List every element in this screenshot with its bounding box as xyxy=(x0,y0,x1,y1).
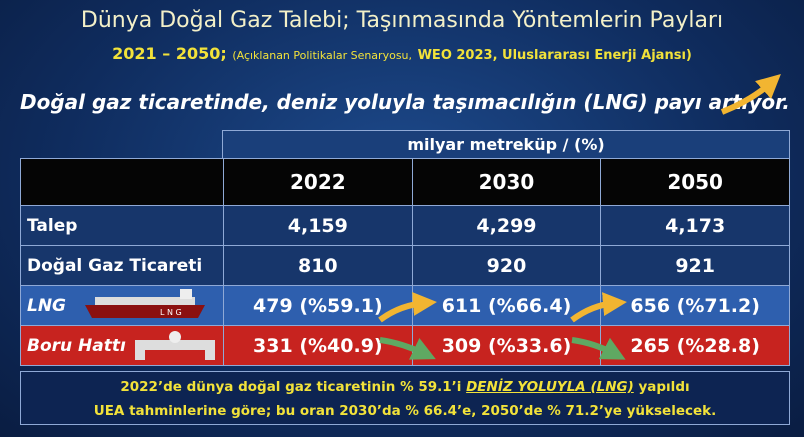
header-cell: 2022 xyxy=(224,159,413,206)
table-cell: 479 (%59.1) xyxy=(224,286,413,326)
row-label: LNG xyxy=(21,286,224,326)
header-cell xyxy=(21,159,224,206)
title: Dünya Doğal Gaz Talebi; Taşınmasında Yön… xyxy=(0,8,804,33)
years: 2021 – 2050; xyxy=(112,44,227,63)
table-cell: 4,299 xyxy=(412,206,601,246)
row-label: Boru Hattı xyxy=(21,326,224,366)
row-label: Talep xyxy=(21,206,224,246)
row-label: Doğal Gaz Ticareti xyxy=(21,246,224,286)
table-cell: 656 (%71.2) xyxy=(601,286,790,326)
infographic: Dünya Doğal Gaz Talebi; Taşınmasında Yön… xyxy=(0,0,804,437)
footer-line: 2022’de dünya doğal gaz ticaretinin % 59… xyxy=(21,375,789,399)
source-scenario: (Açıklanan Politikalar Senaryosu, xyxy=(232,49,412,62)
footer-text: yapıldı xyxy=(638,379,689,395)
table-cell: 921 xyxy=(601,246,790,286)
header-cell: 2050 xyxy=(601,159,790,206)
subtitle: 2021 – 2050; (Açıklanan Politikalar Sena… xyxy=(0,44,804,63)
footer-text: 2022’de dünya doğal gaz ticaretinin % 59… xyxy=(120,379,461,395)
table-cell: 4,159 xyxy=(224,206,413,246)
table-cell: 4,173 xyxy=(601,206,790,246)
table-cell: 309 (%33.6) xyxy=(412,326,601,366)
headline: Doğal gaz ticaretinde, deniz yoluyla taş… xyxy=(20,90,790,114)
table-cell: 265 (%28.8) xyxy=(601,326,790,366)
header-cell: 2030 xyxy=(412,159,601,206)
table-cell: 810 xyxy=(224,246,413,286)
table-cell: 611 (%66.4) xyxy=(412,286,601,326)
footer-emphasis: DENİZ YOLUYLA (LNG) xyxy=(466,379,634,395)
footer-note: 2022’de dünya doğal gaz ticaretinin % 59… xyxy=(20,371,790,425)
footer-line: UEA tahminlerine göre; bu oran 2030’da %… xyxy=(21,399,789,423)
table-cell: 920 xyxy=(412,246,601,286)
source-report: WEO 2023, Uluslararası Enerji Ajansı) xyxy=(418,48,692,63)
unit-label: milyar metreküp / (%) xyxy=(222,130,790,158)
table-cell: 331 (%40.9) xyxy=(224,326,413,366)
